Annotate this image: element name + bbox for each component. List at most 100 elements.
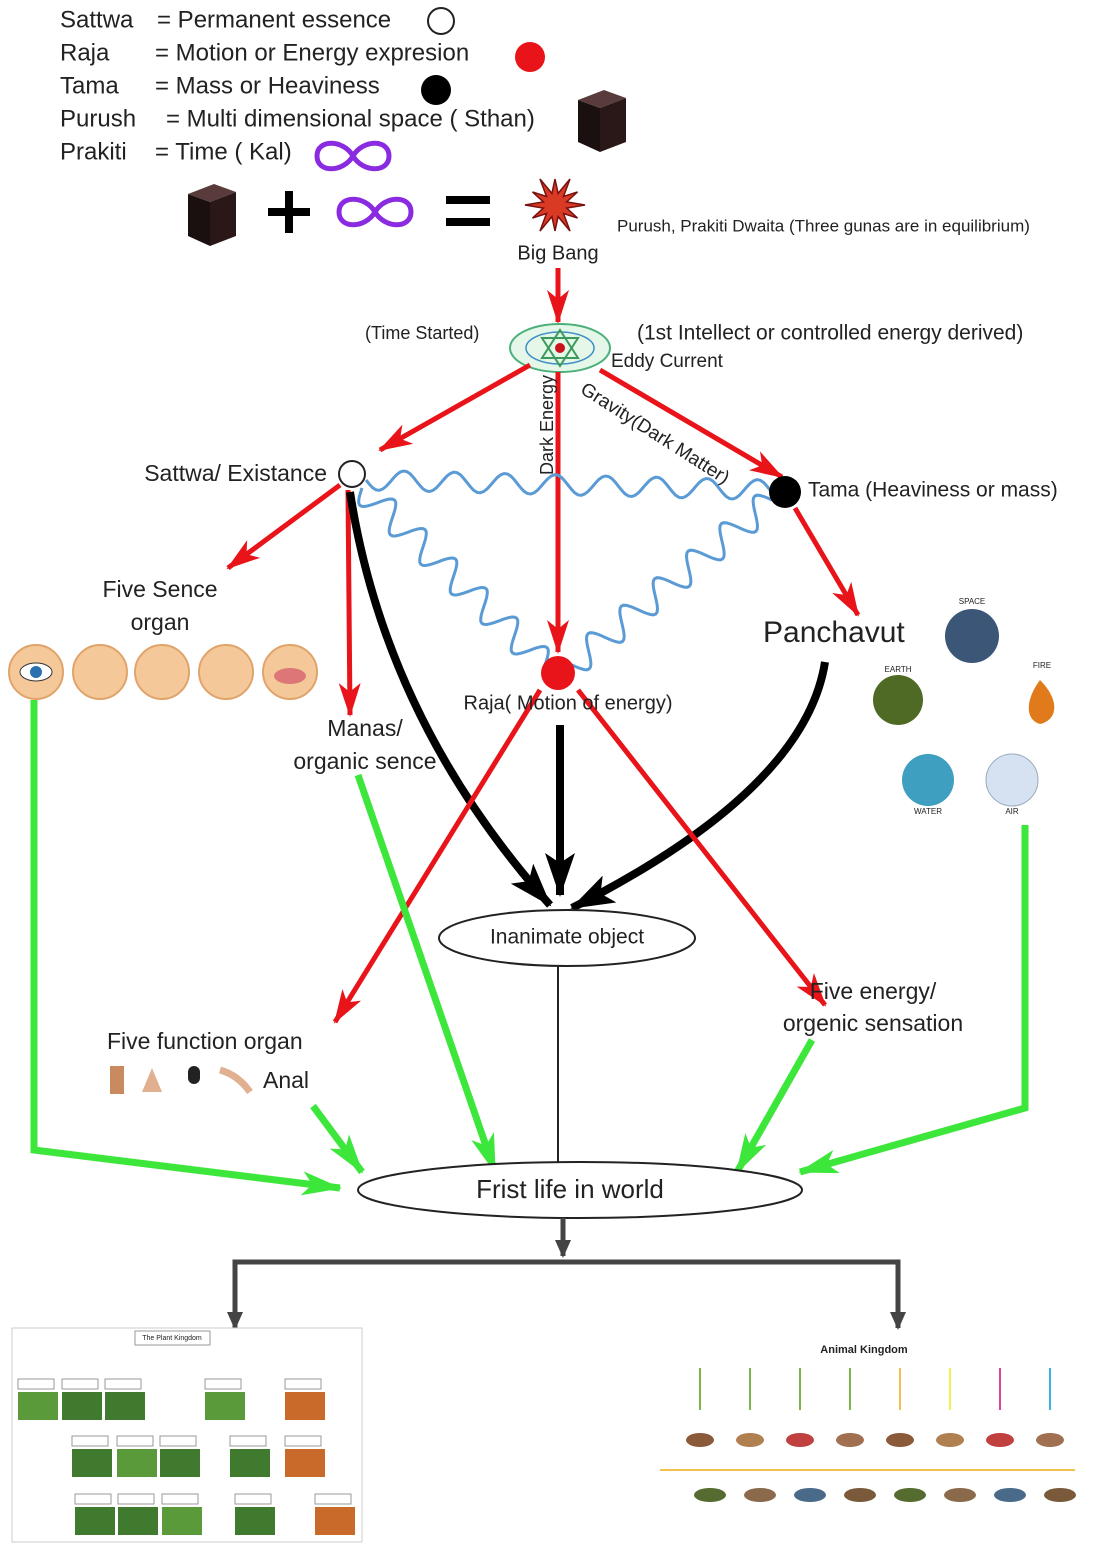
animal-photo <box>744 1488 776 1502</box>
space-icon <box>945 609 999 663</box>
plant-photo <box>75 1507 115 1535</box>
eddy-label: Eddy Current <box>611 351 724 372</box>
arrow <box>380 365 530 450</box>
legend-term: Purush <box>60 105 136 132</box>
fire-icon <box>1029 680 1055 724</box>
organ-icon <box>188 1066 200 1084</box>
equals-sign <box>446 200 490 222</box>
element-label: WATER <box>914 807 942 816</box>
organ-icon <box>110 1066 124 1094</box>
animal-photo <box>694 1488 726 1502</box>
animal-photo <box>994 1488 1026 1502</box>
legend-definition: = Multi dimensional space ( Sthan) <box>166 105 535 132</box>
sense-icons <box>9 645 317 699</box>
legend: Sattwa = Permanent essence Raja = Motion… <box>60 6 626 168</box>
element-label: FIRE <box>1033 661 1051 670</box>
legend-definition: = Motion or Energy expresion <box>155 39 469 66</box>
organ-icon <box>142 1068 162 1092</box>
sattwa-node <box>339 461 365 487</box>
tree-box <box>72 1436 108 1446</box>
animal-photo <box>1036 1433 1064 1447</box>
animal-photo <box>936 1433 964 1447</box>
node-label: Sattwa/ Existance <box>144 460 327 486</box>
node-label: Five energy/ <box>810 978 937 1004</box>
node-label: Five function organ <box>107 1028 303 1054</box>
animal-photo <box>944 1488 976 1502</box>
node-label: Five Sence <box>102 576 217 602</box>
node-label: orgenic sensation <box>783 1010 963 1036</box>
water-icon <box>902 754 954 806</box>
air-icon <box>986 754 1038 806</box>
tongue-detail <box>274 668 306 684</box>
arrow <box>737 1040 812 1172</box>
prakiti-icon <box>339 199 411 225</box>
element-label: SPACE <box>959 597 986 606</box>
sattwa-icon <box>428 8 454 34</box>
tree-box <box>160 1436 196 1446</box>
node-label: Anal <box>263 1067 309 1093</box>
tree-box <box>205 1379 241 1389</box>
node-label: organ <box>131 609 190 635</box>
page: {"legend":[{"term":"Sattwa","definition"… <box>0 0 1111 1544</box>
tree-box <box>315 1494 351 1504</box>
eddy-icon <box>510 324 610 372</box>
arrow <box>358 775 495 1172</box>
plant-photo <box>205 1392 245 1420</box>
tree-box <box>75 1494 111 1504</box>
legend-term: Tama <box>60 72 119 99</box>
plant-photo <box>235 1507 275 1535</box>
eddy-left-note: (Time Started) <box>365 323 479 343</box>
tree-box <box>118 1494 154 1504</box>
arrow <box>348 490 350 715</box>
earth-icon <box>873 675 923 725</box>
animal-photo <box>894 1488 926 1502</box>
tree-box <box>18 1379 54 1389</box>
animal-photo <box>1044 1488 1076 1502</box>
node-label: Tama (Heaviness or mass) <box>808 479 1058 502</box>
plant-photo <box>117 1449 157 1477</box>
node-label: Frist life in world <box>476 1174 664 1204</box>
function-icons <box>110 1066 250 1094</box>
eddy-right-note: (1st Intellect or controlled energy deri… <box>637 322 1023 345</box>
plant-photo <box>285 1449 325 1477</box>
legend-definition: = Time ( Kal) <box>155 138 292 165</box>
plus-sign <box>268 191 310 233</box>
animal-photo <box>836 1433 864 1447</box>
animal-photo <box>844 1488 876 1502</box>
animal-photo <box>886 1433 914 1447</box>
element-label: AIR <box>1005 807 1019 816</box>
edge-label: Dark Energy <box>537 375 557 475</box>
legend-term: Raja <box>60 39 110 66</box>
arrow <box>795 508 858 615</box>
tree-box <box>235 1494 271 1504</box>
animal-photo <box>794 1488 826 1502</box>
organ-icon <box>220 1070 250 1092</box>
diagram: Sattwa = Permanent essence Raja = Motion… <box>0 0 1111 1544</box>
animal-photo <box>986 1433 1014 1447</box>
equation-note: Purush, Prakiti Dwaita (Three gunas are … <box>617 216 1030 235</box>
kingdom-title: The Plant Kingdom <box>142 1335 202 1342</box>
tree-box <box>285 1379 321 1389</box>
hand-icon <box>135 645 189 699</box>
tama-icon <box>421 75 451 105</box>
big-bang-icon <box>525 179 585 231</box>
plant-photo <box>162 1507 202 1535</box>
plant-photo <box>285 1392 325 1420</box>
prakiti-icon <box>317 143 389 169</box>
animal-photo <box>736 1433 764 1447</box>
equation: Big Bang Purush, Prakiti Dwaita (Three g… <box>188 179 1030 264</box>
node-label: organic sence <box>293 748 436 774</box>
tama-node <box>769 476 801 508</box>
node-label: Manas/ <box>327 715 403 741</box>
big-bang-label: Big Bang <box>517 242 598 264</box>
node-label: Inanimate object <box>490 926 644 949</box>
eye-detail <box>30 666 42 678</box>
node-label: Panchavut <box>763 616 905 649</box>
plant-photo <box>160 1449 200 1477</box>
animal-photo <box>786 1433 814 1447</box>
legend-term: Sattwa <box>60 6 134 33</box>
purush-icon <box>188 184 236 246</box>
legend-definition: = Permanent essence <box>157 6 391 33</box>
element-label: EARTH <box>885 665 912 674</box>
plant-photo <box>230 1449 270 1477</box>
